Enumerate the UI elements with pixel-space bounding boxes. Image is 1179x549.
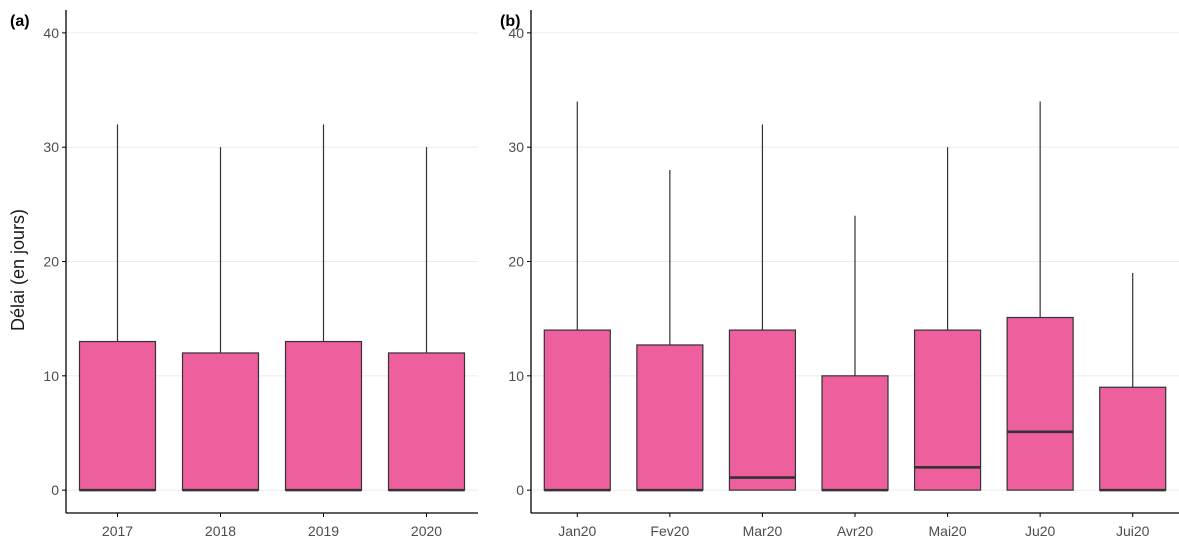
box-body [728,329,797,491]
y-axis-title: Délai (en jours) [8,209,28,331]
axes: 0 10 20 30 40 Jan20 Fev20 Mar20 Avr20 Mai20 Ju20 Ju… [508,10,1179,539]
boxes [78,124,466,492]
x-tick-label: Mai20 [929,523,967,539]
x-tick-label: 2017 [102,523,133,539]
panel-b: (b) 0 10 20 30 40 Jan20 Fev20 Mar20 Avr20 Mai20 Ju… [500,10,1179,539]
x-tick-label: Mar20 [743,523,783,539]
box-body [636,344,704,491]
box-body [181,352,260,491]
axes: 0 10 20 30 40 2017 2018 2019 2020 [43,10,478,539]
panel-a: (a) Délai (en jours) 0 10 20 30 40 2017 2018 20… [8,10,478,539]
boxes [543,101,1167,492]
box [181,147,260,492]
box-body [821,375,889,491]
box [913,147,982,491]
box [821,215,889,492]
y-tick-label: 10 [43,368,59,384]
box-body [284,340,363,491]
box-body [543,329,611,491]
x-tick-label: 2020 [411,523,442,539]
panel-label: (a) [10,13,30,30]
box-body [387,352,466,491]
panel-label: (b) [500,13,520,30]
x-tick-label: Ju20 [1025,523,1056,539]
y-tick-label: 0 [516,482,524,498]
box [284,124,363,492]
y-tick-label: 30 [43,139,59,155]
y-tick-label: 10 [508,368,524,384]
x-tick-label: Jan20 [558,523,596,539]
box [1006,101,1074,491]
y-tick-label: 40 [43,25,59,41]
y-tick-label: 30 [508,139,524,155]
x-tick-label: 2019 [308,523,339,539]
x-tick-label: 2018 [205,523,236,539]
y-tick-label: 40 [508,25,524,41]
y-tick-label: 0 [51,482,59,498]
box [543,101,611,492]
y-tick-label: 20 [508,254,524,270]
box [387,147,466,492]
box-body [1099,386,1167,491]
x-tick-label: Fev20 [650,523,689,539]
x-tick-label: Jui20 [1116,523,1150,539]
box [636,170,704,492]
x-tick-label: Avr20 [837,523,874,539]
y-tick-label: 20 [43,254,59,270]
box [78,124,157,492]
box-body [913,329,982,491]
box-body [78,340,157,491]
box-body [1006,316,1074,491]
box [1099,272,1167,492]
box [728,124,797,491]
